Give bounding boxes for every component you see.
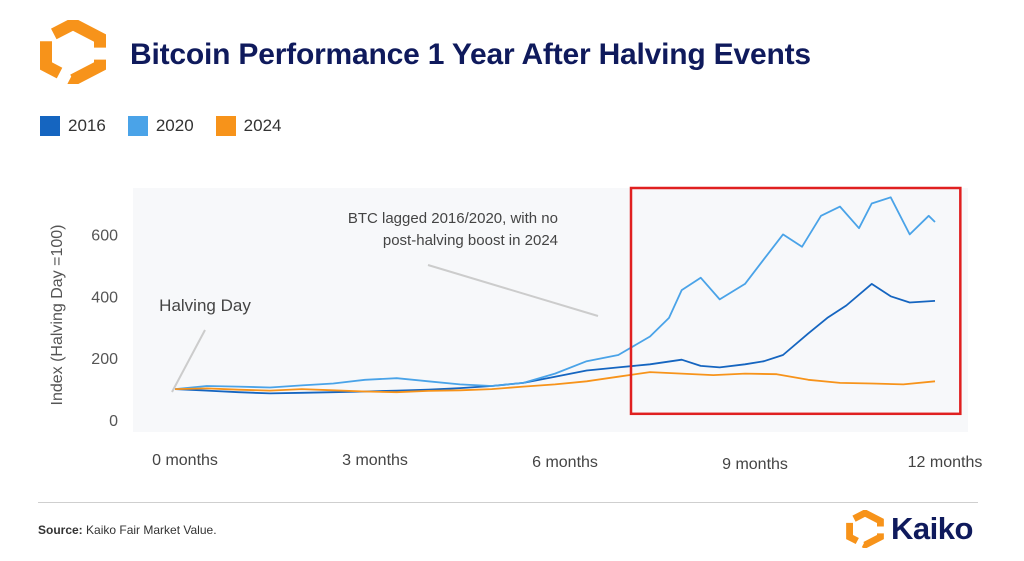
chart-legend: 2016 2020 2024 [40,116,281,136]
annotation-leader-line [171,329,206,393]
legend-label-2016: 2016 [68,116,106,135]
brand-mark: Kaiko [845,510,973,548]
y-axis-label: Index (Halving Day =100) [49,225,66,406]
kaiko-logo-icon [40,20,106,84]
y-tick-label: 200 [91,351,118,368]
legend-swatch-2016 [40,116,60,136]
annotation-text: BTC lagged 2016/2020, with no [348,210,558,227]
y-tick-label: 600 [91,227,118,244]
x-tick-label: 9 months [722,456,788,473]
source-label: Source: [38,523,83,537]
legend-item-2016: 2016 [40,116,106,136]
source-note: Source: Kaiko Fair Market Value. [38,523,217,537]
series-line-2016 [174,282,936,395]
brand-name: Kaiko [891,511,973,546]
kaiko-small-logo-icon [846,510,884,548]
legend-item-2020: 2020 [127,116,194,136]
legend-swatch-2020 [127,116,148,136]
source-text: Kaiko Fair Market Value. [86,523,217,537]
x-tick-label: 12 months [908,454,983,471]
legend-swatch-2024 [215,116,236,136]
annotation-leader-line [427,264,599,317]
x-tick-label: 6 months [532,454,598,471]
footer-divider [38,502,978,503]
annotation-text: Halving Day [159,296,251,315]
x-tick-label: 3 months [342,452,408,469]
page-title: Bitcoin Performance 1 Year After Halving… [130,38,811,71]
y-tick-label: 400 [91,289,118,306]
series-line-2020 [174,196,936,390]
legend-label-2020: 2020 [155,116,194,135]
y-tick-label: 0 [109,413,118,430]
series-line-2024 [174,371,936,394]
legend-item-2024: 2024 [215,116,282,136]
x-tick-label: 0 months [152,452,218,469]
highlight-box [629,186,962,416]
annotation-text: post-halving boost in 2024 [383,232,558,249]
legend-label-2024: 2024 [243,116,282,135]
